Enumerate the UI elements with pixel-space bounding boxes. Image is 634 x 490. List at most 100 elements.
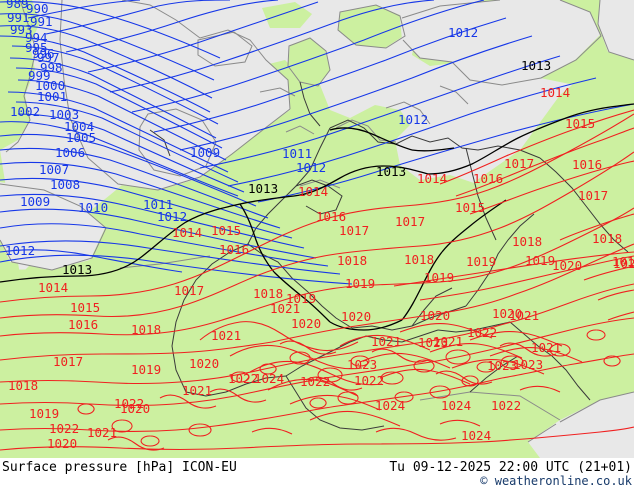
isobar-label: 1012 (448, 25, 478, 40)
footer-copyright: © weatheronline.co.uk (480, 474, 632, 488)
isobar-label: 1016 (473, 171, 503, 186)
isobar-label: 1013 (521, 58, 551, 73)
isobar-label: 1020 (552, 258, 582, 273)
isobar-label: 1019 (466, 254, 496, 269)
isobar-label: 1013 (62, 262, 92, 277)
isobar-label: 1006 (55, 145, 85, 160)
isobar-label: 1022 (467, 325, 497, 340)
isobar-label: 1023 (418, 335, 448, 350)
isobar-label: 1019 (612, 254, 634, 269)
isobar-label: 1001 (37, 89, 67, 104)
isobar-label: 994 (25, 30, 48, 45)
isobar-label: 1021 (433, 334, 463, 349)
isobar-label: 1012 (296, 160, 326, 175)
isobar-label: 1013 (248, 181, 278, 196)
isobar-label: 1017 (395, 214, 425, 229)
isobar-label: 1007 (39, 162, 69, 177)
isobar-label: 1022 (49, 421, 79, 436)
isobar-label: 1014 (298, 184, 328, 199)
isobar-label: 1014 (172, 225, 202, 240)
isobar-label: 1010 (78, 200, 108, 215)
isobar-label: 993 (10, 22, 33, 37)
isobar-label: 1020 (189, 356, 219, 371)
isobar-label: 1020 (492, 306, 522, 321)
isobar-label: 1017 (339, 223, 369, 238)
isobar-label: 1018 (253, 286, 283, 301)
isobar-label: 1003 (49, 107, 79, 122)
isobar-label: 1024 (441, 398, 471, 413)
isobar-label: 999 (28, 68, 51, 83)
isobar-label: 989 (6, 0, 29, 11)
isobar-label: 1004 (64, 119, 94, 134)
isobar-label: 1017 (504, 156, 534, 171)
isobar-label: 1022 (300, 374, 330, 389)
isobar-label: 1012 (398, 112, 428, 127)
isobar-label: 1021 (371, 334, 401, 349)
isobar-label: 1021 (211, 328, 241, 343)
isobar-label: 1019 (525, 253, 555, 268)
isobar-label: 1019 (286, 291, 316, 306)
isobar-label: 1023 (513, 357, 543, 372)
isobar-label: 991 (30, 14, 53, 29)
isobar-label: 1020 (613, 256, 634, 271)
isobar-label: 996 (32, 46, 55, 61)
isobar-label: 1020 (120, 401, 150, 416)
isobar-label: 991 (7, 10, 30, 25)
isobar-label: 1021 (509, 308, 539, 323)
isobar-red-layer (0, 109, 634, 451)
footer-title: Surface pressure [hPa] ICON-EU (2, 460, 237, 475)
isobar-label: 1023 (487, 358, 517, 373)
isobar-label: 1016 (219, 242, 249, 257)
isobar-label: 1022 (354, 373, 384, 388)
isobar-label: 1017 (578, 188, 608, 203)
isobar-label: 1017 (53, 354, 83, 369)
isobar-label: 1022 (114, 396, 144, 411)
isobar-label: 1011 (143, 197, 173, 212)
isobar-label: 1021 (87, 425, 117, 440)
isobar-label: 1018 (131, 322, 161, 337)
isobar-label: 1014 (417, 171, 447, 186)
isobar-1013-layer (0, 103, 634, 331)
isobar-label: 1018 (592, 231, 622, 246)
isobar-label: 1016 (68, 317, 98, 332)
isobar-label: 1018 (337, 253, 367, 268)
isobar-label: 1008 (50, 177, 80, 192)
isobar-label: 1022 (491, 398, 521, 413)
isobar-label: 1024 (461, 428, 491, 443)
isobar-label: 1020 (341, 309, 371, 324)
isobar-label: 1020 (420, 308, 450, 323)
country-border-layer (149, 81, 629, 431)
map-footer: Surface pressure [hPa] ICON-EU Tu 09-12-… (0, 458, 634, 490)
isobar-label: 1015 (565, 116, 595, 131)
isobar-label: 1019 (29, 406, 59, 421)
isobar-label: 1009 (190, 145, 220, 160)
isobar-label: 1018 (512, 234, 542, 249)
isobar-label: 1024 (254, 371, 284, 386)
isobar-label: 1016 (316, 209, 346, 224)
isobar-label: 1020 (47, 436, 77, 451)
isobar-label: 1000 (35, 78, 65, 93)
isobar-label: 1018 (404, 252, 434, 267)
isobar-label: 1021 (270, 301, 300, 316)
isobar-label: 1013 (376, 164, 406, 179)
isobar-label: 1018 (8, 378, 38, 393)
isobar-label: 1011 (282, 146, 312, 161)
isobar-label: 1023 (347, 357, 377, 372)
map-canvas[interactable]: 989 990 991 991 993 994 995 996 997 998 999 1000 100… (0, 0, 634, 458)
isobar-label: 998 (40, 60, 63, 75)
isobar-label: 1012 (5, 243, 35, 258)
coastline-layer (0, 0, 634, 443)
isobar-label: 1014 (540, 85, 570, 100)
isobar-label: 1015 (211, 223, 241, 238)
isobar-label: 1021 (182, 383, 212, 398)
footer-datetime: Tu 09-12-2025 22:00 UTC (21+01) (389, 460, 632, 475)
isobar-label: 1005 (66, 130, 96, 145)
isobar-label: 997 (37, 50, 60, 65)
isobar-label: 1017 (174, 283, 204, 298)
isobar-label: 1020 (291, 316, 321, 331)
isobar-label: 995 (25, 40, 48, 55)
isobar-label: 1019 (131, 362, 161, 377)
